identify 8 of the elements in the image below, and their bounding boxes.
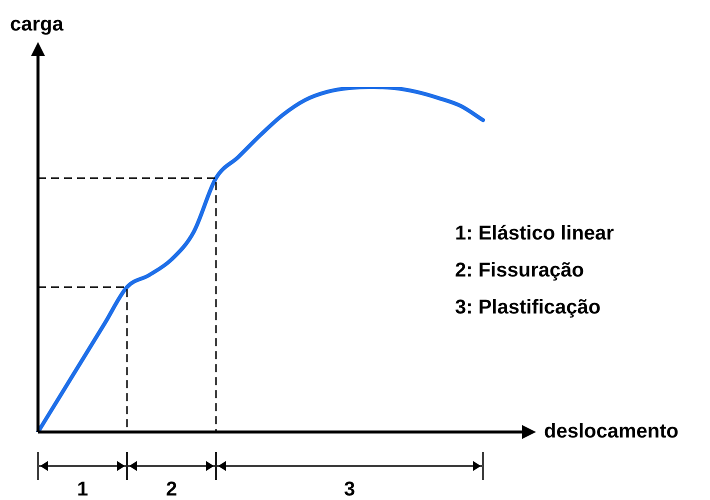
text: 1 xyxy=(76,478,88,500)
annotation: 2: Fissuração xyxy=(455,260,584,282)
y-axis-title: carga xyxy=(10,14,64,36)
text: 2 xyxy=(166,478,178,500)
annotation: 1: Elástico linear xyxy=(455,222,614,245)
annotation: 3: Plastificação xyxy=(455,296,601,319)
x-axis-title: deslocamento xyxy=(544,420,678,443)
text: 3 xyxy=(344,478,356,500)
